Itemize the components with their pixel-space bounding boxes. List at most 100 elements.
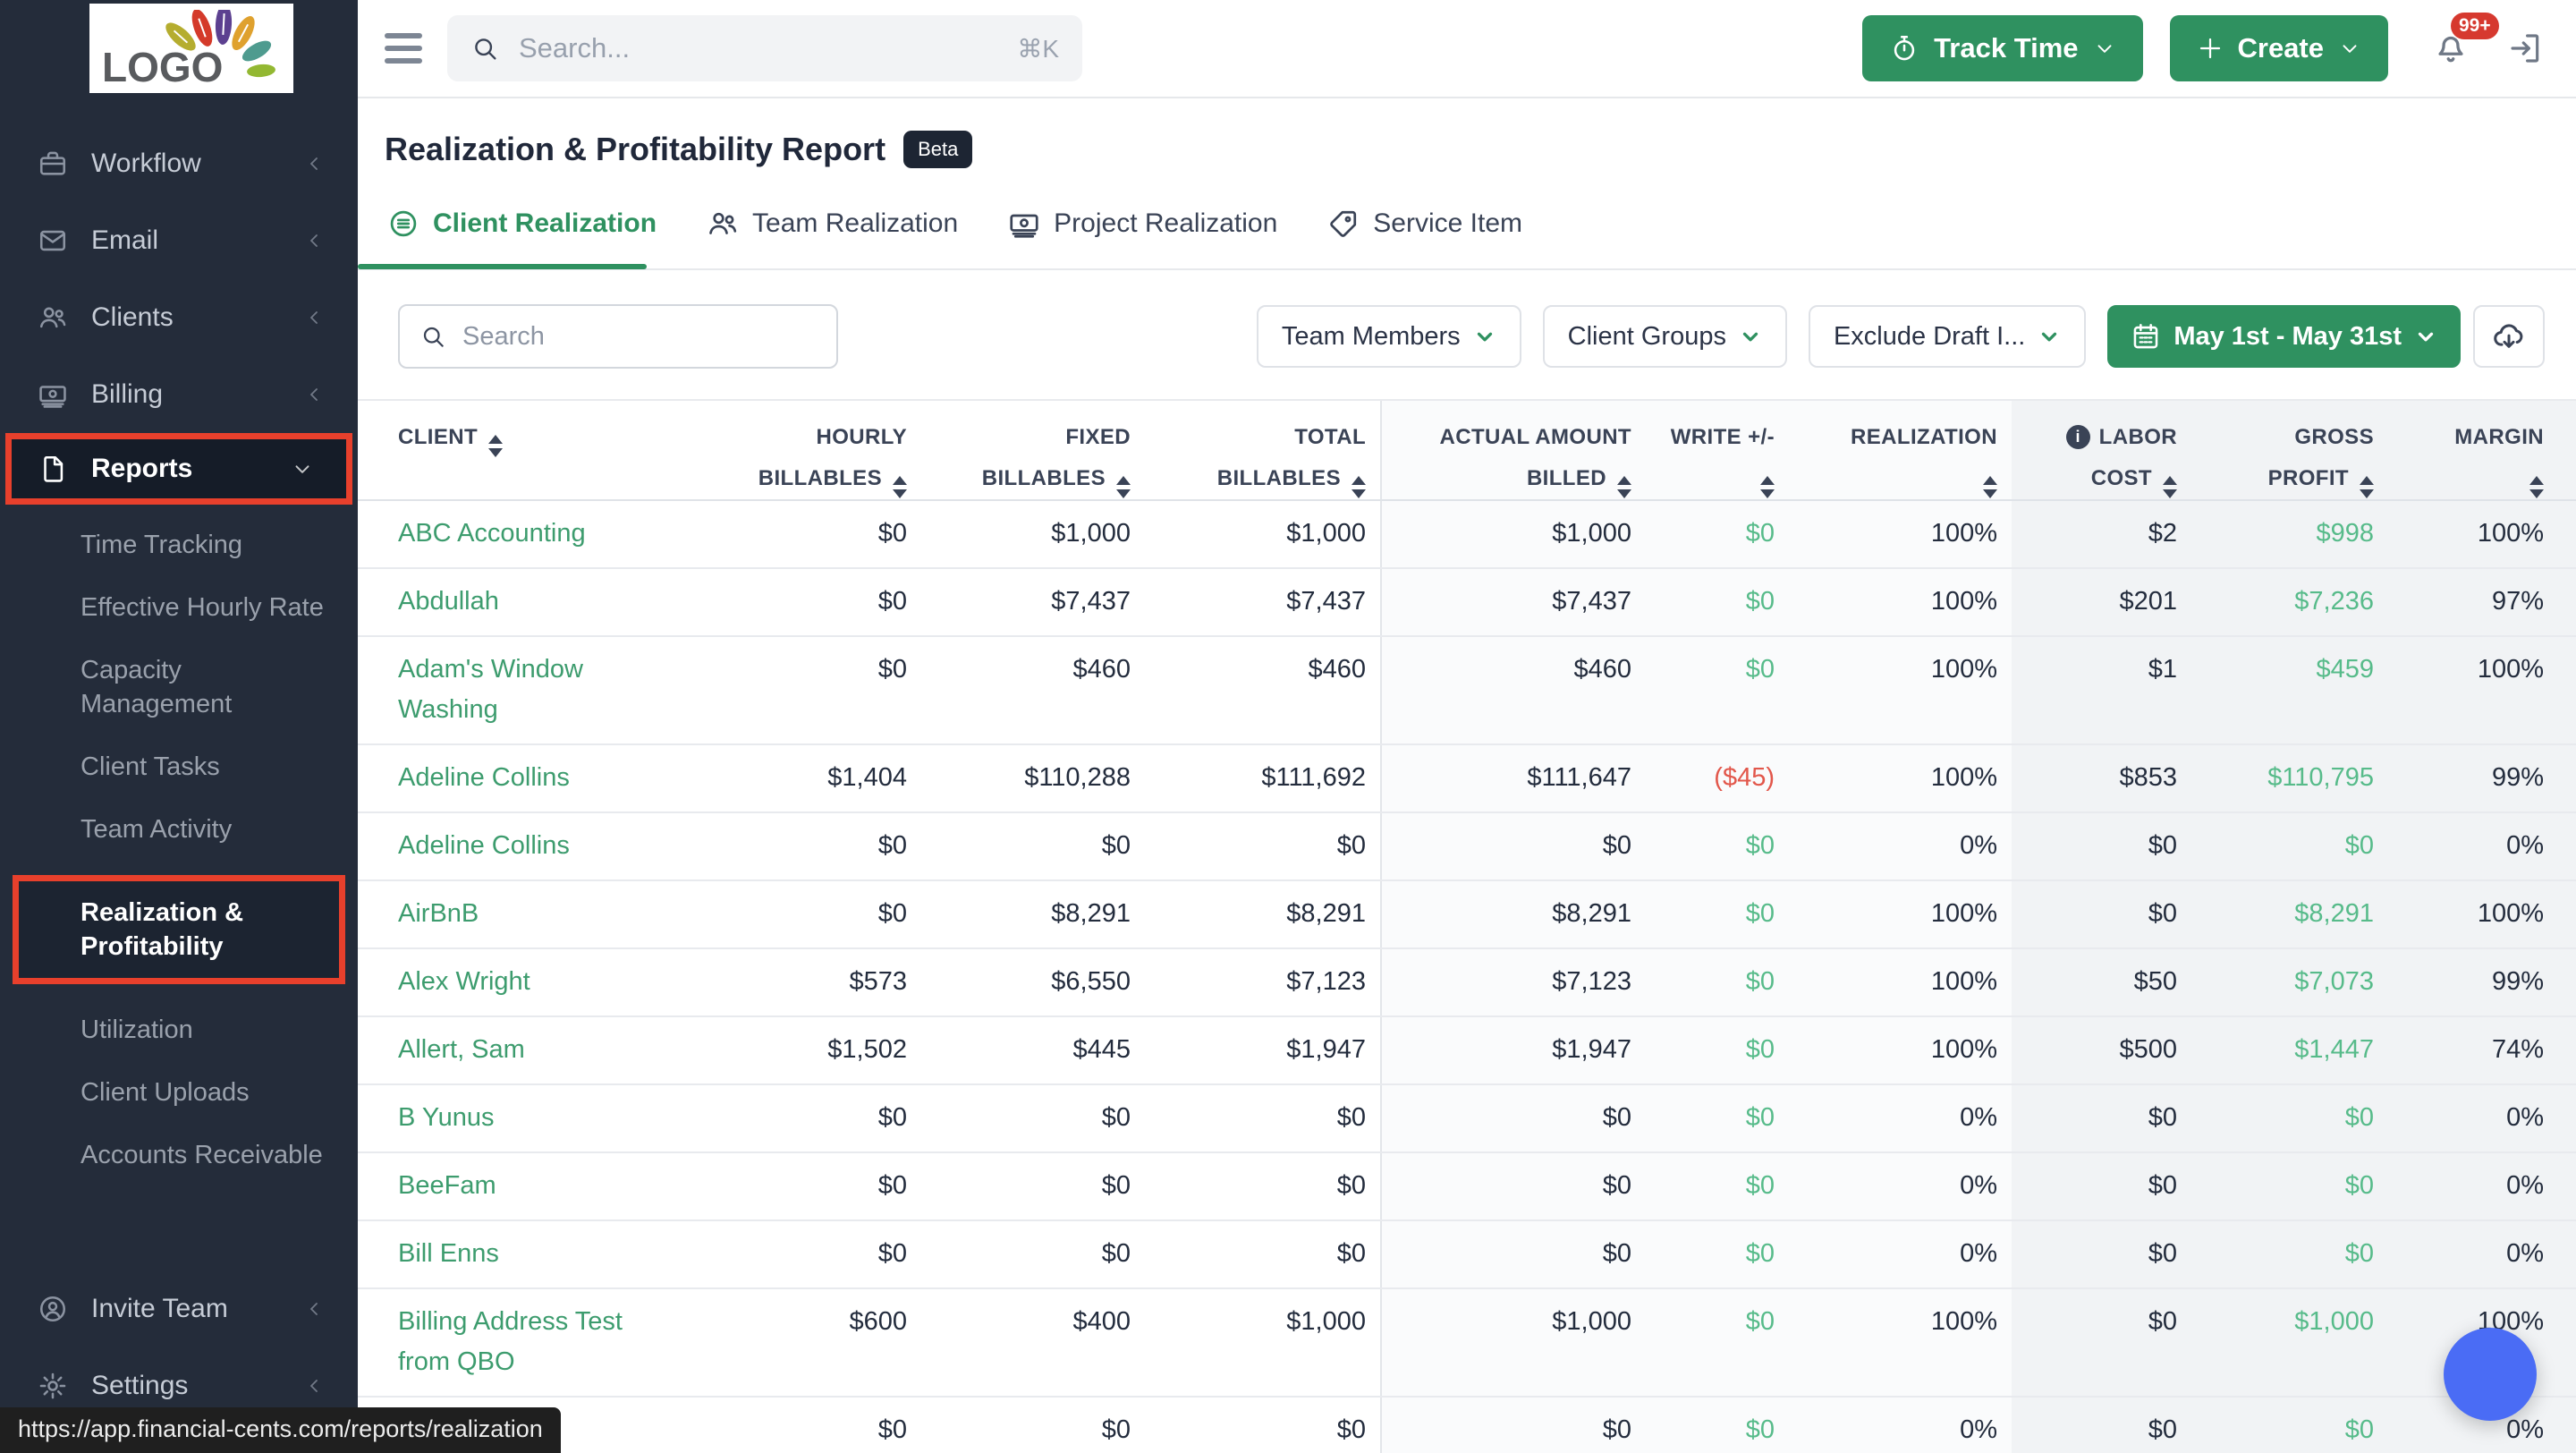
col-header-labor-cost[interactable]: iLaborCost [2012, 401, 2191, 499]
create-button[interactable]: Create [2170, 15, 2389, 81]
col-header-fixed-billables[interactable]: FixedBillables [921, 401, 1145, 499]
realization-cell: 100% [1789, 881, 2012, 947]
export-button[interactable] [2473, 305, 2545, 368]
write-off-cell: $0 [1646, 1017, 1789, 1083]
list-circle-icon [387, 208, 419, 240]
tab-service-item[interactable]: Service Item [1327, 208, 1522, 268]
gross-profit-cell: $1,447 [2191, 1017, 2388, 1083]
actual-amount-billed-cell: $1,947 [1380, 1017, 1646, 1083]
date-range-picker[interactable]: May 1st - May 31st [2107, 305, 2461, 368]
fixed-billables-cell: $0 [921, 1221, 1145, 1287]
page-header: Realization & Profitability Report Beta [358, 98, 2576, 168]
active-tab-underline [358, 264, 647, 269]
client-link[interactable]: B Yunus [398, 1098, 495, 1138]
notifications-button[interactable]: 99+ [2431, 27, 2470, 71]
total-billables-cell: $1,000 [1145, 501, 1380, 567]
col-header-total-billables[interactable]: TotalBillables [1145, 401, 1380, 499]
labor-cost-cell: $2 [2012, 501, 2191, 567]
fixed-billables-cell: $0 [921, 1085, 1145, 1151]
sidebar-item-reports[interactable]: Reports [5, 433, 352, 505]
sidebar-item-workflow[interactable]: Workflow [0, 125, 358, 202]
sidebar-item-utilization[interactable]: Utilization [0, 1013, 358, 1047]
actual-amount-billed-cell: $0 [1380, 813, 1646, 879]
sidebar-item-effective-hourly-rate[interactable]: Effective Hourly Rate [0, 591, 358, 625]
search-placeholder: Search... [519, 32, 1017, 64]
table-row: Billing Address Test from QBO $600 $400 … [358, 1289, 2576, 1398]
fixed-billables-cell: $7,437 [921, 569, 1145, 635]
client-link[interactable]: AirBnB [398, 894, 479, 934]
client-link[interactable]: Adeline Collins [398, 758, 570, 798]
client-link[interactable]: Adeline Collins [398, 826, 570, 866]
hourly-billables-cell: $0 [742, 569, 921, 635]
write-off-cell: ($45) [1646, 745, 1789, 811]
labor-cost-cell: $50 [2012, 949, 2191, 1015]
actual-amount-billed-cell: $0 [1380, 1153, 1646, 1219]
app-logo[interactable]: LOGO [89, 4, 293, 93]
sidebar-item-invite-team[interactable]: Invite Team [0, 1270, 358, 1347]
cloud-download-icon [2491, 319, 2527, 354]
col-header-realization[interactable]: Realization [1789, 401, 2012, 499]
margin-cell: 0% [2388, 1153, 2576, 1219]
sidebar-item-team-activity[interactable]: Team Activity [0, 812, 358, 846]
gross-profit-cell: $459 [2191, 637, 2388, 743]
client-link[interactable]: ABC Accounting [398, 514, 586, 554]
envelope-icon [38, 225, 68, 256]
col-header-gross-profit[interactable]: GrossProfit [2191, 401, 2388, 499]
page-title: Realization & Profitability Report [385, 131, 886, 168]
tab-team-realization[interactable]: Team Realization [707, 208, 958, 268]
client-cell: Bill Enns [358, 1221, 742, 1287]
client-link[interactable]: Bill Enns [398, 1234, 499, 1274]
fixed-billables-cell: $1,000 [921, 501, 1145, 567]
logout-icon[interactable] [2506, 30, 2544, 67]
gross-profit-cell: $998 [2191, 501, 2388, 567]
fixed-billables-cell: $0 [921, 1398, 1145, 1453]
table-search-input[interactable]: Search [398, 304, 838, 369]
client-cell: Abdullah [358, 569, 742, 635]
info-icon[interactable]: i [2066, 425, 2090, 449]
client-cell: Billing Address Test from QBO [358, 1289, 742, 1396]
client-groups-filter[interactable]: Client Groups [1543, 305, 1787, 368]
client-link[interactable]: Allert, Sam [398, 1030, 525, 1070]
sort-icon [2529, 476, 2544, 498]
sidebar-item-client-tasks[interactable]: Client Tasks [0, 750, 358, 784]
realization-cell: 0% [1789, 1085, 2012, 1151]
users-icon [707, 208, 739, 240]
tab-client-realization[interactable]: Client Realization [387, 208, 657, 268]
gross-profit-cell: $0 [2191, 813, 2388, 879]
global-search-input[interactable]: Search... ⌘K [447, 15, 1082, 81]
tag-icon [1327, 208, 1360, 240]
sidebar-item-label: Reports [91, 454, 192, 484]
col-header-client[interactable]: Client [358, 401, 742, 499]
search-placeholder: Search [462, 322, 545, 352]
tab-project-realization[interactable]: Project Realization [1008, 208, 1277, 268]
client-link[interactable]: BeeFam [398, 1166, 496, 1206]
sidebar-item-realization-profitability[interactable]: Realization & Profitability [13, 875, 345, 984]
client-link[interactable]: Billing Address Test from QBO [398, 1302, 671, 1382]
table-row: Adam's Window Washing $0 $460 $460 $460 … [358, 637, 2576, 745]
col-header-write[interactable]: Write +/- [1646, 401, 1789, 499]
col-header-actual-amount-billed[interactable]: Actual AmountBilled [1380, 401, 1646, 499]
client-link[interactable]: Alex Wright [398, 962, 530, 1002]
fixed-billables-cell: $400 [921, 1289, 1145, 1396]
sidebar-item-clients[interactable]: Clients [0, 279, 358, 356]
chat-widget-button[interactable] [2444, 1328, 2537, 1421]
hamburger-menu-icon[interactable] [385, 26, 424, 71]
total-billables-cell: $7,123 [1145, 949, 1380, 1015]
col-header-hourly-billables[interactable]: HourlyBillables [742, 401, 921, 499]
exclude-draft-filter[interactable]: Exclude Draft I... [1809, 305, 2086, 368]
sidebar-item-email[interactable]: Email [0, 202, 358, 279]
sidebar-item-billing[interactable]: Billing [0, 356, 358, 433]
sidebar-item-client-uploads[interactable]: Client Uploads [0, 1075, 358, 1109]
sort-icon [1352, 476, 1366, 498]
client-link[interactable]: Adam's Window Washing [398, 650, 671, 730]
client-link[interactable]: Abdullah [398, 582, 499, 622]
sidebar-item-time-tracking[interactable]: Time Tracking [0, 528, 358, 562]
track-time-button[interactable]: Track Time [1862, 15, 2142, 81]
col-header-margin[interactable]: Margin [2388, 401, 2576, 499]
search-icon [419, 323, 446, 350]
sidebar-item-accounts-receivable[interactable]: Accounts Receivable [0, 1138, 358, 1172]
chevron-left-icon [304, 307, 326, 328]
team-members-filter[interactable]: Team Members [1257, 305, 1521, 368]
actual-amount-billed-cell: $1,000 [1380, 501, 1646, 567]
sidebar-item-capacity-management[interactable]: Capacity Management [0, 653, 358, 721]
